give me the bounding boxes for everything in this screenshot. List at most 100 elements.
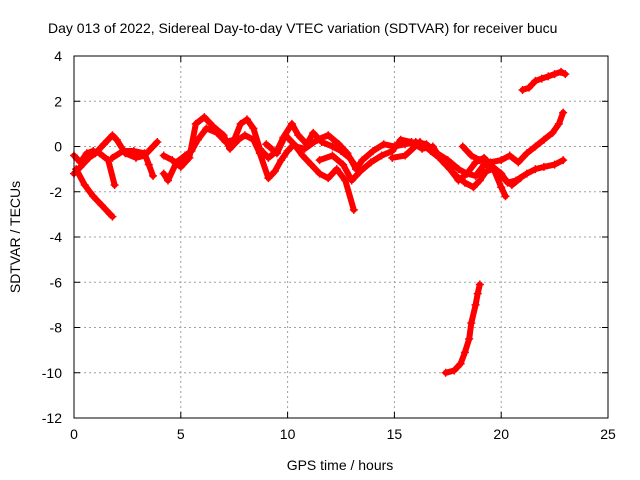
series-trace-11 (458, 108, 568, 167)
data-point (159, 169, 168, 178)
data-point (475, 280, 484, 289)
data-point (522, 169, 531, 178)
data-point (471, 300, 480, 309)
y-tick-label: -4 (50, 229, 63, 245)
data-point (471, 171, 480, 180)
data-point (531, 76, 540, 85)
data-point (456, 359, 465, 368)
data-point (522, 149, 531, 158)
data-point (131, 153, 140, 162)
data-point (108, 131, 117, 140)
data-point (112, 135, 121, 144)
data-point (347, 176, 356, 185)
data-point (264, 174, 273, 183)
y-tick-label: -10 (42, 365, 62, 381)
data-point (531, 165, 540, 174)
data-point (465, 334, 474, 343)
data-point (82, 149, 91, 158)
series-trace-2 (72, 165, 117, 221)
data-point (441, 368, 450, 377)
data-point (202, 124, 211, 133)
data-point (240, 131, 249, 140)
data-point (416, 137, 425, 146)
data-point (507, 180, 516, 189)
y-tick-label: -12 (42, 410, 62, 426)
series-trace-12 (518, 67, 570, 94)
series-trace-10 (441, 280, 484, 377)
data-point (486, 158, 495, 167)
series-trace-4 (108, 147, 158, 180)
data-point (369, 147, 378, 156)
data-point (475, 156, 484, 165)
data-point (334, 140, 343, 149)
data-point (467, 318, 476, 327)
data-point (356, 167, 365, 176)
series-line (160, 114, 357, 213)
data-point (349, 205, 358, 214)
data-point (315, 169, 324, 178)
data-point (76, 158, 85, 167)
y-tick-label: 2 (54, 93, 62, 109)
data-point (328, 151, 337, 160)
data-point (550, 160, 559, 169)
data-point (153, 137, 162, 146)
data-point (225, 144, 234, 153)
data-point (561, 70, 570, 79)
data-point (388, 147, 397, 156)
x-tick-label: 0 (70, 426, 78, 442)
data-point (469, 183, 478, 192)
data-point (292, 142, 301, 151)
data-point (497, 156, 506, 165)
axes: 0 5 10 15 20 25 -12 -10 -8 -6 -4 -2 0 2 4 (42, 48, 616, 442)
x-tick-label: 25 (600, 426, 616, 442)
data-point (80, 180, 89, 189)
data-point (108, 212, 117, 221)
series-line (73, 166, 116, 220)
data-point (548, 128, 557, 137)
data-point (89, 192, 98, 201)
data-point (539, 135, 548, 144)
data-point (149, 142, 158, 151)
data-point (514, 158, 523, 167)
data-point (324, 174, 333, 183)
data-point (505, 151, 514, 160)
data-point (208, 122, 217, 131)
data-point (200, 113, 209, 122)
data-series (70, 67, 570, 377)
data-point (255, 149, 264, 158)
data-point (108, 153, 117, 162)
data-point (95, 149, 104, 158)
data-point (518, 85, 527, 94)
series-line (442, 281, 483, 376)
data-point (450, 366, 459, 375)
data-point (277, 156, 286, 165)
x-tick-label: 20 (493, 426, 509, 442)
data-point (475, 176, 484, 185)
data-point (452, 171, 461, 180)
y-tick-label: 4 (54, 48, 62, 64)
data-point (473, 289, 482, 298)
data-point (119, 147, 128, 156)
data-point (467, 151, 476, 160)
data-point (236, 119, 245, 128)
data-point (544, 72, 553, 81)
data-point (339, 160, 348, 169)
data-point (243, 115, 252, 124)
data-point (324, 131, 333, 140)
data-point (315, 156, 324, 165)
x-tick-label: 5 (177, 426, 185, 442)
data-point (129, 147, 138, 156)
data-point (460, 178, 469, 187)
data-point (358, 156, 367, 165)
y-tick-label: -6 (50, 274, 63, 290)
data-point (264, 153, 273, 162)
data-point (249, 124, 258, 133)
y-tick-label: -2 (50, 184, 63, 200)
data-point (501, 192, 510, 201)
data-point (454, 165, 463, 174)
data-point (426, 147, 435, 156)
chart-title: Day 013 of 2022, Sidereal Day-to-day VTE… (48, 20, 557, 36)
data-point (377, 151, 386, 160)
data-point (463, 169, 472, 178)
